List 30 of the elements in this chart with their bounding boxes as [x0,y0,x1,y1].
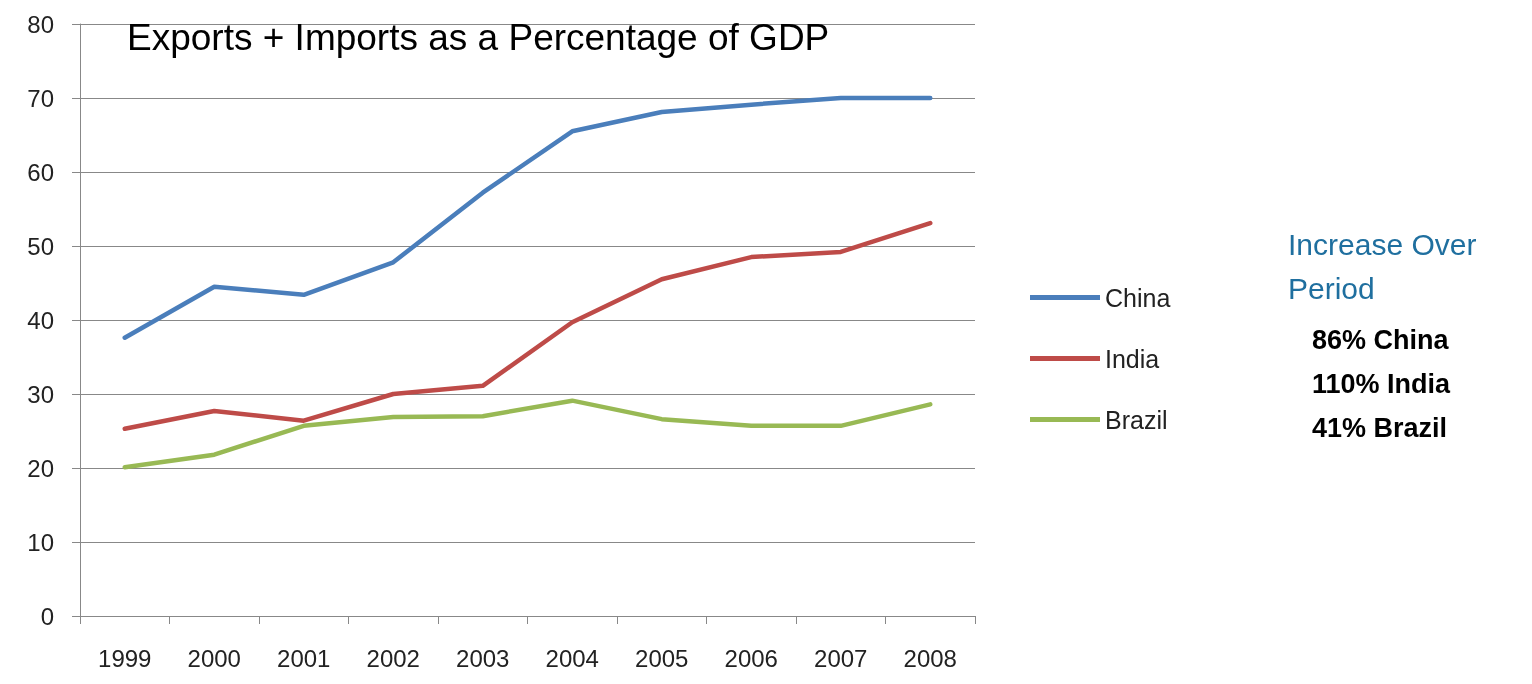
y-tick-label: 30 [27,380,54,408]
y-tick-label: 0 [40,602,54,630]
y-tick-label: 20 [27,454,54,482]
x-tick-label: 2001 [277,644,331,672]
text: 86% China [1312,324,1450,355]
line-series [122,220,933,432]
text: Increase Over Period [1288,227,1485,305]
y-tick-label: 60 [27,158,54,186]
y-tick-label: 80 [27,10,54,38]
y-tick-label: 50 [27,232,54,260]
text: 110% India [1312,368,1452,399]
x-tick-label: 2006 [724,644,778,672]
legend-label: India [1105,344,1160,373]
legend-label: Brazil [1105,405,1168,434]
y-tick-label: 70 [27,84,54,112]
text: 41% Brazil [1312,412,1448,443]
line-series [122,95,933,341]
x-tick-label: 2002 [366,644,420,672]
x-tick-label: 1999 [98,644,152,672]
x-tick-label: 2005 [635,644,689,672]
x-tick-label: 2004 [545,644,599,672]
y-tick-label: 10 [27,528,54,556]
x-tick-label: 2000 [187,644,241,672]
line-series [122,398,933,470]
chart-title: Exports + Imports as a Percentage of GDP [127,17,830,58]
x-tick-label: 2008 [903,644,957,672]
y-tick-label: 40 [27,306,54,334]
legend-label: China [1105,283,1171,312]
x-tick-label: 2007 [814,644,868,672]
x-tick-label: 2003 [456,644,510,672]
